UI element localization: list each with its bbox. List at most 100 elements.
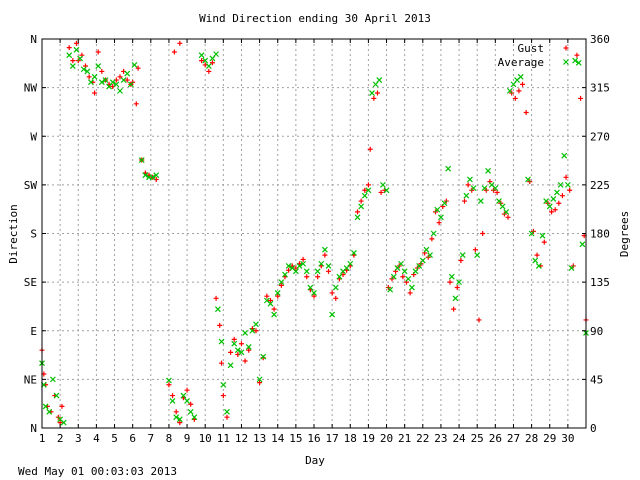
y-axis-label-left: Direction bbox=[7, 204, 20, 264]
gust-point-105 bbox=[407, 290, 413, 296]
y-tick-label-right-90: 90 bbox=[590, 325, 603, 338]
gust-point-111 bbox=[429, 236, 435, 242]
gust-point-47 bbox=[202, 62, 208, 68]
gust-point-90 bbox=[355, 209, 361, 215]
x-tick-label-21: 21 bbox=[398, 432, 411, 445]
average-point-117 bbox=[474, 252, 481, 259]
legend-gust-marker bbox=[563, 45, 569, 51]
gust-point-60 bbox=[246, 347, 252, 353]
gust-point-15 bbox=[86, 74, 92, 80]
average-point-135 bbox=[543, 198, 550, 205]
x-tick-label-19: 19 bbox=[362, 432, 375, 445]
average-point-83 bbox=[350, 250, 357, 256]
average-point-61 bbox=[271, 311, 278, 318]
legend: Gust Average bbox=[498, 42, 569, 69]
gust-point-118 bbox=[454, 285, 460, 291]
gust-point-91 bbox=[358, 198, 364, 204]
gust-point-30 bbox=[135, 65, 141, 71]
average-point-100 bbox=[412, 268, 419, 275]
x-tick-label-23: 23 bbox=[434, 432, 447, 445]
gust-point-146 bbox=[556, 200, 562, 206]
gust-point-134 bbox=[512, 95, 518, 101]
average-point-37 bbox=[184, 398, 190, 404]
gust-point-45 bbox=[177, 40, 183, 46]
average-point-56 bbox=[253, 321, 259, 328]
average-point-50 bbox=[231, 340, 238, 347]
gust-point-41 bbox=[184, 387, 190, 393]
average-point-119 bbox=[481, 185, 488, 192]
gust-point-140 bbox=[534, 252, 540, 258]
y-tick-label-left-315: NW bbox=[24, 82, 38, 95]
average-point-98 bbox=[405, 275, 412, 282]
y-tick-label-left-135: SE bbox=[24, 276, 37, 289]
gust-point-79 bbox=[315, 274, 321, 280]
average-point-51 bbox=[234, 347, 241, 354]
average-point-18 bbox=[102, 77, 109, 83]
x-tick-label-28: 28 bbox=[525, 432, 538, 445]
x-tick-label-11: 11 bbox=[217, 432, 230, 445]
x-tick-label-27: 27 bbox=[507, 432, 520, 445]
average-point-136 bbox=[546, 203, 553, 210]
average-point-141 bbox=[564, 181, 571, 188]
gust-point-93 bbox=[365, 182, 371, 188]
average-point-86 bbox=[361, 192, 368, 199]
average-point-39 bbox=[191, 414, 198, 421]
average-point-97 bbox=[401, 268, 408, 275]
gust-point-76 bbox=[304, 274, 310, 280]
average-point-46 bbox=[218, 338, 225, 345]
average-point-17 bbox=[98, 79, 105, 86]
average-point-116 bbox=[470, 185, 477, 192]
x-tick-label-7: 7 bbox=[147, 432, 154, 445]
y-tick-label-left-0: N bbox=[30, 422, 37, 435]
average-point-114 bbox=[463, 192, 470, 199]
average-point-72 bbox=[311, 290, 317, 296]
x-axis-label: Day bbox=[305, 454, 325, 467]
x-tick-label-6: 6 bbox=[129, 432, 136, 445]
average-point-7 bbox=[60, 419, 67, 426]
gust-point-121 bbox=[465, 182, 471, 188]
y-tick-label-left-270: W bbox=[30, 130, 37, 143]
y-tick-label-right-180: 180 bbox=[590, 228, 610, 241]
average-point-105 bbox=[430, 230, 437, 237]
gust-point-149 bbox=[567, 187, 573, 193]
legend-average-label: Average bbox=[498, 56, 544, 69]
average-point-67 bbox=[292, 268, 299, 275]
average-point-102 bbox=[419, 257, 426, 264]
average-point-47 bbox=[220, 381, 227, 388]
gust-point-39 bbox=[177, 420, 183, 426]
gust-point-62 bbox=[253, 328, 259, 334]
gust-point-113 bbox=[436, 220, 442, 226]
average-point-8 bbox=[66, 52, 73, 59]
average-point-11 bbox=[77, 55, 84, 62]
gust-point-29 bbox=[133, 101, 139, 107]
gust-point-148 bbox=[563, 174, 569, 180]
legend-average-cross bbox=[563, 59, 569, 65]
gust-point-42 bbox=[188, 401, 194, 407]
average-point-109 bbox=[445, 165, 452, 172]
gust-point-38 bbox=[173, 409, 179, 415]
average-point-88 bbox=[369, 90, 375, 96]
average-point-112 bbox=[456, 279, 462, 286]
x-tick-label-24: 24 bbox=[452, 432, 466, 445]
average-point-70 bbox=[303, 268, 310, 275]
gust-point-92 bbox=[362, 187, 368, 193]
average-point-63 bbox=[278, 279, 285, 286]
gust-point-75 bbox=[300, 256, 306, 262]
average-point-74 bbox=[318, 260, 325, 267]
average-point-90 bbox=[376, 77, 383, 83]
gust-point-123 bbox=[472, 247, 478, 253]
gust-point-136 bbox=[520, 81, 526, 87]
x-tick-label-13: 13 bbox=[253, 432, 266, 445]
x-tick-label-16: 16 bbox=[307, 432, 320, 445]
average-point-87 bbox=[365, 187, 372, 194]
average-point-113 bbox=[459, 252, 466, 259]
y-tick-label-left-45: NE bbox=[24, 373, 37, 386]
x-tick-label-30: 30 bbox=[561, 432, 574, 445]
average-point-126 bbox=[506, 87, 513, 94]
average-point-35 bbox=[176, 416, 183, 423]
gust-point-52 bbox=[219, 360, 225, 366]
average-point-60 bbox=[267, 300, 274, 307]
x-tick-label-15: 15 bbox=[289, 432, 302, 445]
average-point-38 bbox=[187, 408, 194, 415]
average-point-104 bbox=[427, 252, 433, 259]
